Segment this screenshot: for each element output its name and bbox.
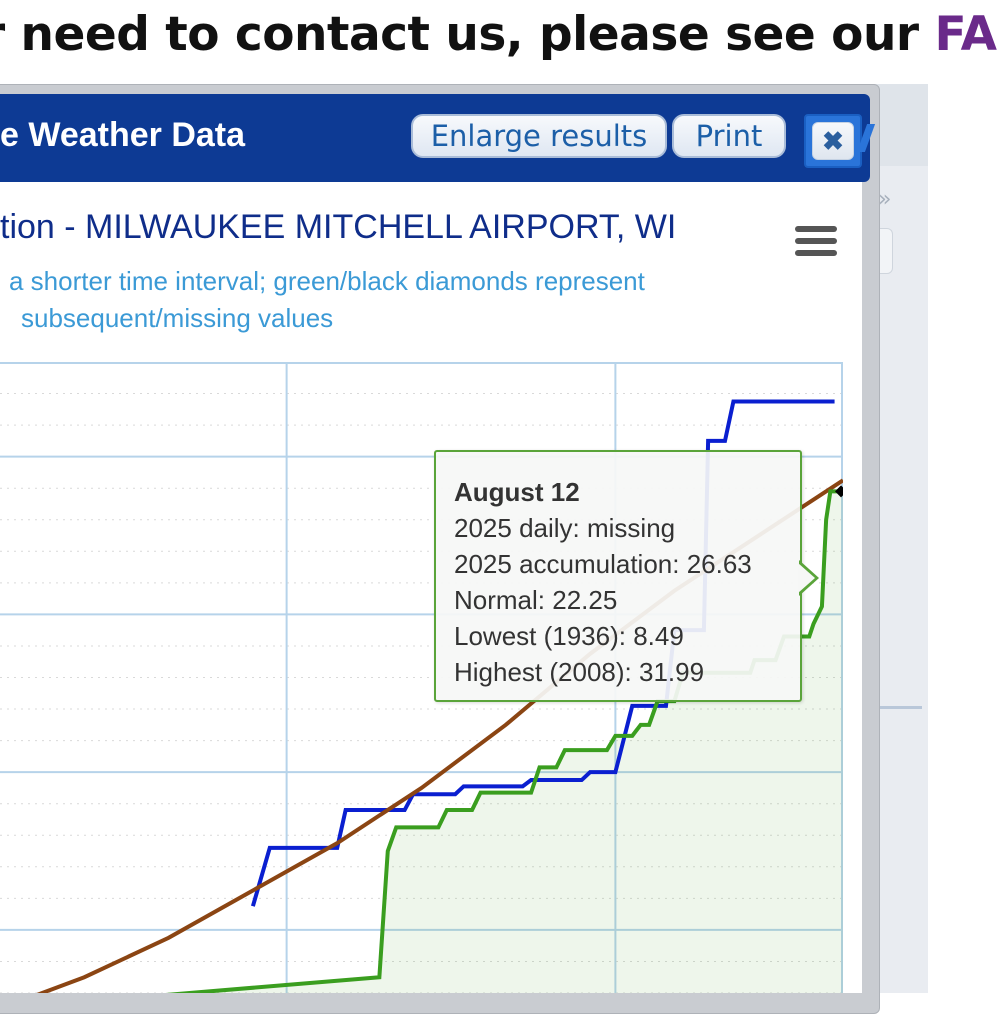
enlarge-results-button[interactable]: Enlarge results <box>411 114 667 158</box>
tooltip-normal: Normal: 22.25 <box>454 585 618 615</box>
print-button[interactable]: Print <box>672 114 786 158</box>
page-heading: r need to contact us, please see our FA <box>0 0 1000 70</box>
chart-title: tion - MILWAUKEE MITCHELL AIRPORT, WI <box>0 208 677 246</box>
chart-tooltip: August 12 2025 daily: missing 2025 accum… <box>434 450 802 702</box>
tooltip-lowest: Lowest (1936): 8.49 <box>454 621 684 651</box>
close-icon: ✖ <box>812 122 854 160</box>
page-heading-text: r need to contact us, please see our <box>0 7 935 62</box>
missing-value-marker <box>835 485 843 498</box>
background-divider <box>878 706 922 709</box>
tooltip-accumulation: 2025 accumulation: 26.63 <box>454 549 752 579</box>
series-accumulation-line <box>165 489 843 993</box>
tooltip-highest: Highest (2008): 31.99 <box>454 657 705 687</box>
accumulation-area <box>0 491 843 993</box>
tooltip-daily: 2025 daily: missing <box>454 513 676 543</box>
chart-subtitle-line-2: subsequent/missing values <box>21 303 334 333</box>
tooltip-date: August 12 <box>454 477 580 507</box>
chart-menu-icon[interactable] <box>793 222 839 260</box>
next-page-icon[interactable]: » <box>878 187 892 212</box>
dialog-title: e Weather Data <box>0 116 246 154</box>
chart-subtitle-line-1: a shorter time interval; green/black dia… <box>9 266 645 296</box>
tooltip-pointer-fill <box>798 563 815 593</box>
faq-link[interactable]: FA <box>934 7 997 62</box>
close-button[interactable]: ✖ <box>804 114 862 168</box>
